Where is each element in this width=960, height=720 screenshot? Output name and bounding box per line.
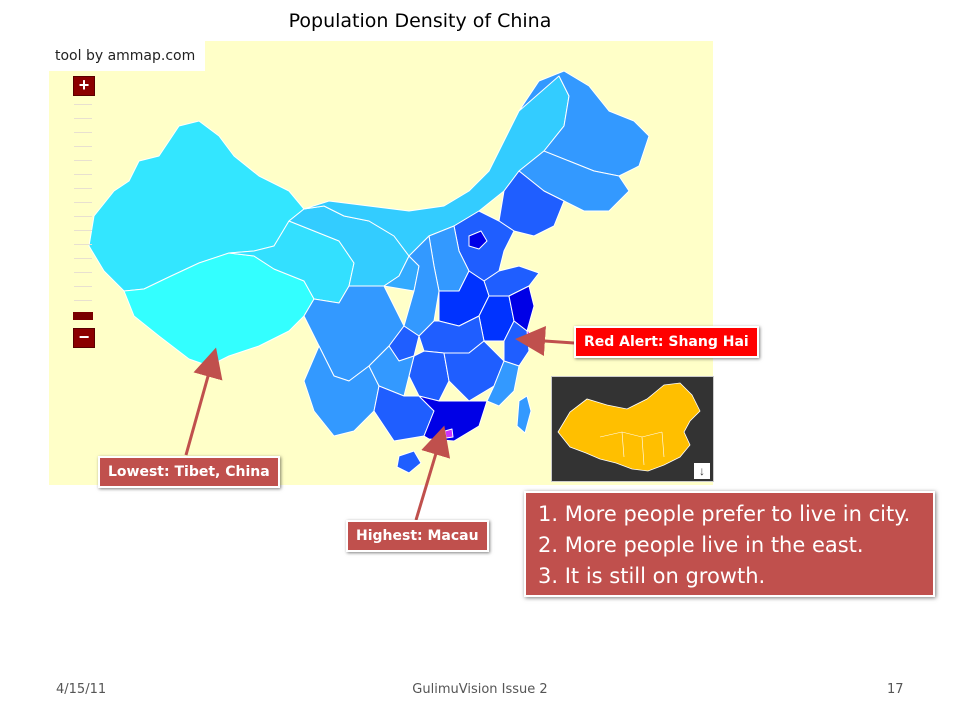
zoom-tick[interactable]: [74, 132, 92, 133]
slide-title: Population Density of China: [288, 10, 552, 32]
inset-china-shape: [557, 382, 701, 472]
inset-map: [551, 376, 714, 482]
region-taiwan: [516, 395, 532, 434]
zoom-tick[interactable]: [74, 244, 92, 245]
lowest-label: Lowest: Tibet, China: [98, 456, 280, 488]
zoom-tick[interactable]: [74, 286, 92, 287]
map-credit[interactable]: tool by ammap.com: [49, 41, 205, 71]
zoom-tick[interactable]: [74, 160, 92, 161]
zoom-tick[interactable]: [74, 258, 92, 259]
red-alert-label: Red Alert: Shang Hai: [574, 326, 759, 358]
page-number: 17: [887, 682, 904, 697]
zoom-tick[interactable]: [74, 146, 92, 147]
region-jiangsu: [508, 285, 535, 332]
region-hunan: [408, 350, 450, 402]
fact-3: 3. It is still on growth.: [538, 564, 766, 588]
footer-date: 4/15/11: [56, 682, 107, 697]
zoom-tick[interactable]: [74, 300, 92, 301]
region-hainan: [396, 450, 422, 474]
zoom-tick[interactable]: [74, 202, 92, 203]
zoom-tick[interactable]: [74, 216, 92, 217]
zoom-tick[interactable]: [74, 188, 92, 189]
zoom-tick[interactable]: [74, 104, 92, 105]
fact-1: 1. More people prefer to live in city.: [538, 502, 911, 526]
download-arrow-icon[interactable]: ↓: [694, 463, 710, 479]
zoom-tick[interactable]: [74, 174, 92, 175]
region-macau: [444, 428, 454, 439]
zoom-tick[interactable]: [74, 118, 92, 119]
zoom-in-button[interactable]: +: [73, 76, 95, 96]
fact-2: 2. More people live in the east.: [538, 533, 864, 557]
facts-box: 1. More people prefer to live in city. 2…: [524, 491, 935, 597]
region-beijing: [468, 230, 488, 250]
zoom-out-button[interactable]: −: [73, 328, 95, 348]
province-map[interactable]: [49, 41, 713, 485]
china-map[interactable]: [49, 41, 713, 485]
footer-title: GulimuVision Issue 2: [412, 682, 548, 697]
zoom-tick[interactable]: [74, 272, 92, 273]
zoom-tick[interactable]: [74, 230, 92, 231]
zoom-slider-handle[interactable]: [73, 312, 93, 320]
highest-label: Highest: Macau: [346, 520, 489, 552]
